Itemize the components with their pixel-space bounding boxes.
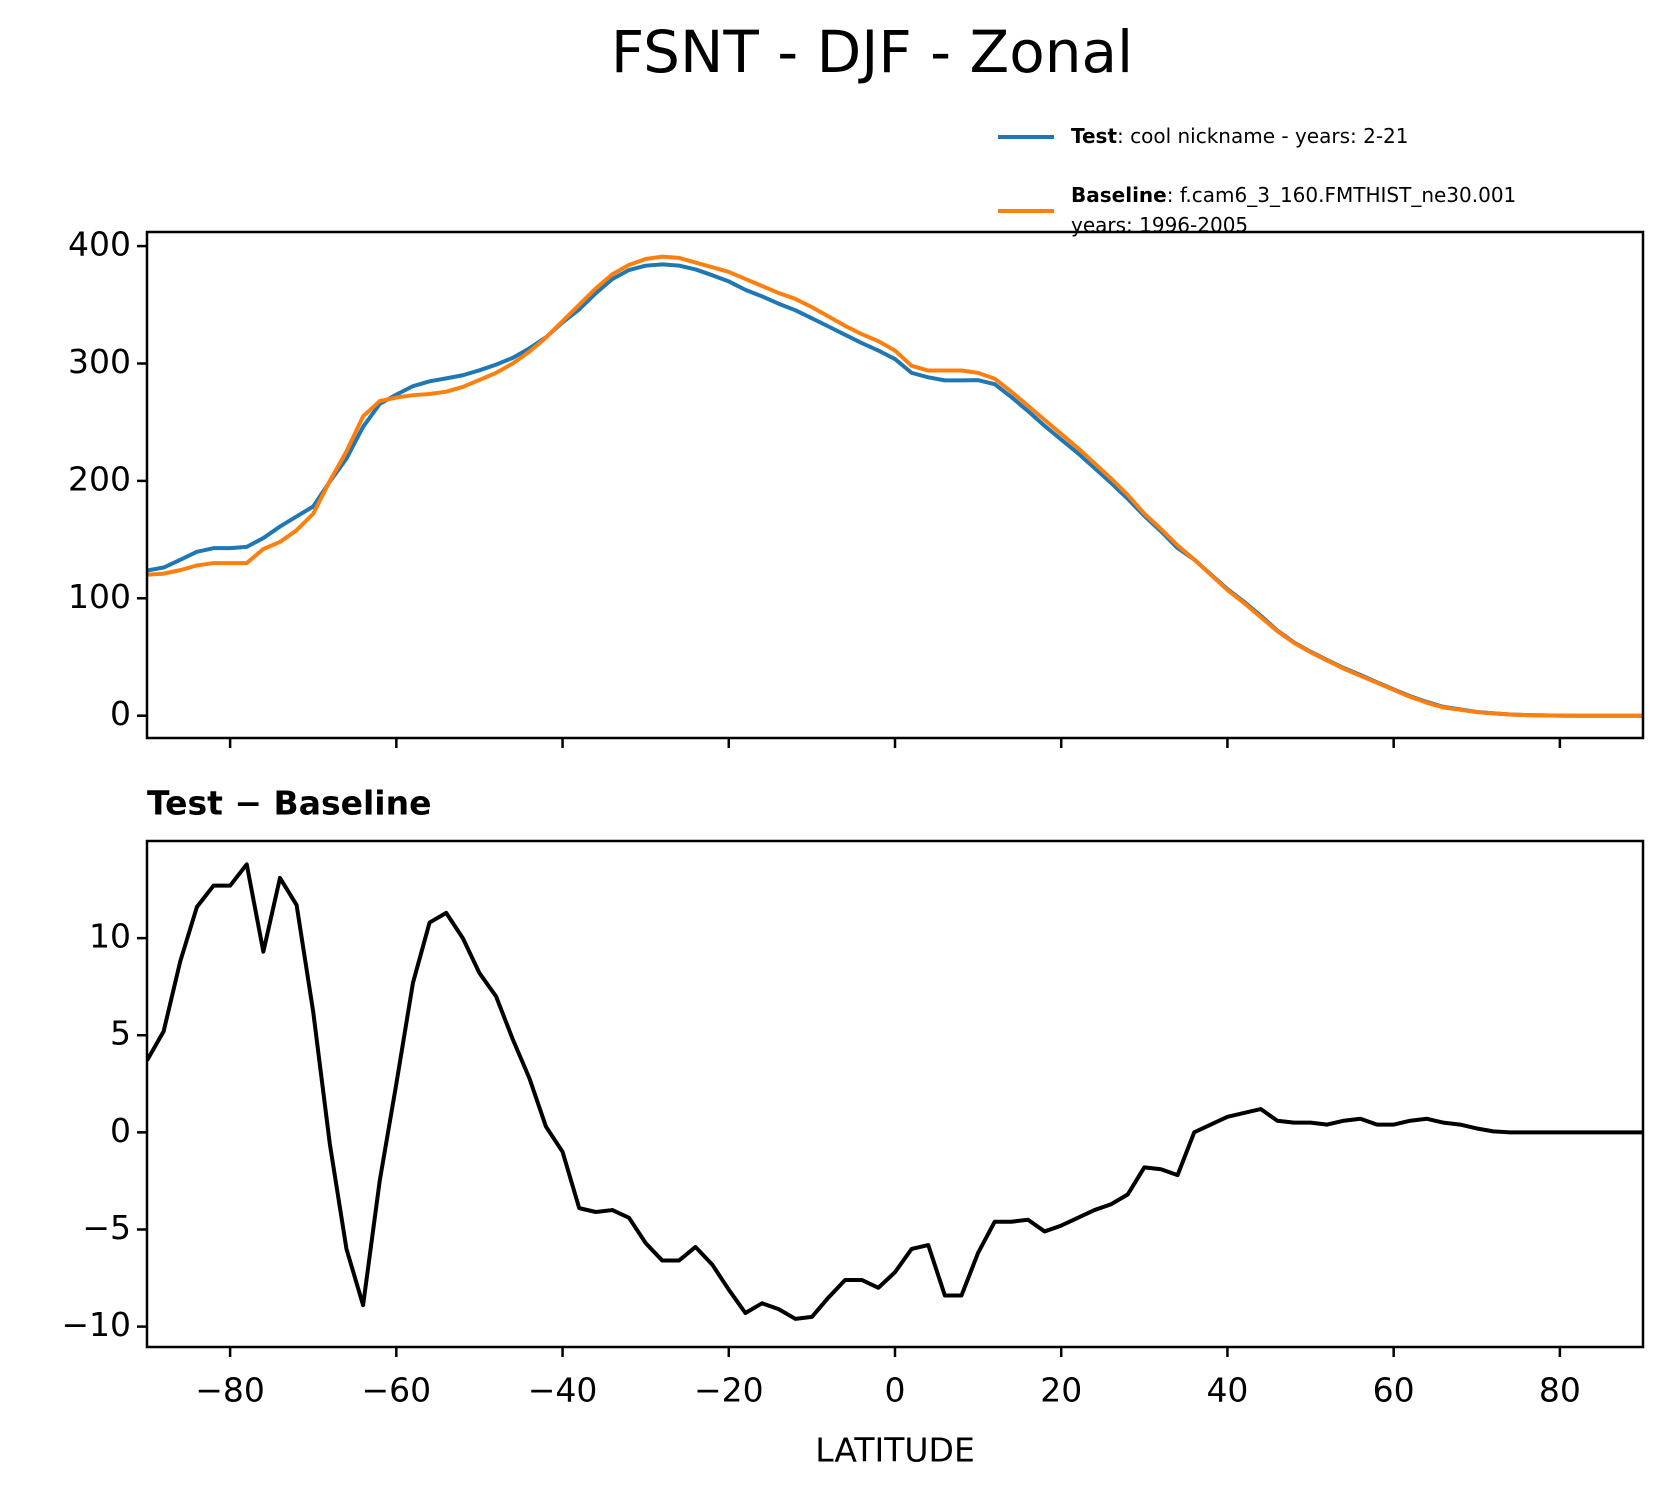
legend-entry: years: 1996-2005: [1071, 213, 1248, 237]
data-line: [147, 862, 1643, 1321]
legend-entry: Test: cool nickname - years: 2-21: [1071, 124, 1408, 148]
x-tick-label: 80: [1539, 1371, 1581, 1410]
y-tick-label: 200: [68, 459, 131, 498]
x-tick-label: −20: [694, 1371, 764, 1410]
y-tick-label: 300: [68, 342, 131, 381]
legend-name: Test: [1071, 124, 1117, 148]
x-tick-label: 0: [885, 1371, 906, 1410]
x-tick-label: −60: [362, 1371, 432, 1410]
x-tick-label: −40: [528, 1371, 598, 1410]
x-tick-label: 60: [1373, 1371, 1415, 1410]
legend-name: Baseline: [1071, 183, 1167, 207]
x-axis-label: LATITUDE: [815, 1431, 975, 1470]
legend-entry: Baseline: f.cam6_3_160.FMTHIST_ne30.001: [1071, 183, 1516, 207]
x-tick-label: 40: [1206, 1371, 1248, 1410]
y-tick-label: −5: [82, 1208, 131, 1247]
y-tick-label: 0: [110, 694, 131, 733]
data-line: [147, 254, 1643, 718]
data-line: [147, 262, 1643, 718]
x-tick-label: −80: [195, 1371, 265, 1410]
y-tick-label: 10: [89, 917, 131, 956]
y-tick-label: 100: [68, 577, 131, 616]
x-tick-label: 20: [1040, 1371, 1082, 1410]
legend-description: years: 1996-2005: [1071, 213, 1248, 237]
y-tick-label: 5: [110, 1014, 131, 1053]
y-tick-label: 0: [110, 1111, 131, 1150]
axes-frame: [145, 230, 1645, 740]
y-tick-label: −10: [61, 1305, 131, 1344]
figure-title: FSNT - DJF - Zonal: [611, 18, 1133, 86]
y-tick-label: 400: [68, 225, 131, 264]
axes-frame: [145, 839, 1645, 1349]
legend-description: : f.cam6_3_160.FMTHIST_ne30.001: [1167, 183, 1517, 207]
axes-title: Test − Baseline: [147, 784, 432, 823]
legend-description: : cool nickname - years: 2-21: [1117, 124, 1408, 148]
